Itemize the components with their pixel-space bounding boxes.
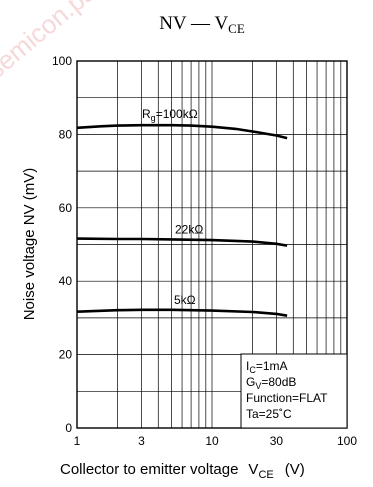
series-labels: Rg=100kΩ 22kΩ 5kΩ — [142, 107, 203, 307]
series-line — [76, 308, 288, 317]
series-label: 5kΩ — [174, 293, 196, 307]
x-axis-label-symbol: V — [248, 461, 258, 478]
condition-line: Function=FLAT — [246, 391, 328, 405]
chart-title-subscript: CE — [228, 21, 245, 36]
conditions-box — [240, 353, 348, 429]
y-tick-label: 80 — [59, 127, 73, 141]
x-axis-label-subscript: CE — [258, 469, 273, 481]
condition-line: GV=80dB — [246, 375, 296, 391]
chart-title: NV — VCE — [159, 13, 245, 36]
x-axis-label-text: Collector to emitter voltage — [60, 461, 238, 478]
condition-line: IC=1mA — [246, 359, 288, 375]
x-tick-label: 1 — [74, 434, 81, 448]
series-lines — [76, 123, 288, 317]
x-axis-label: Collector to emitter voltage VCE (V) — [60, 461, 305, 481]
x-axis-label-unit: (V) — [285, 461, 305, 478]
x-tick-label: 3 — [138, 434, 145, 448]
y-tick-label: 40 — [59, 274, 73, 288]
x-tick-label: 10 — [205, 434, 219, 448]
series-label: Rg=100kΩ — [142, 107, 198, 123]
x-tick-label: 100 — [337, 434, 357, 448]
x-tick-label: 30 — [270, 434, 284, 448]
watermark-text: semicon.pa — [0, 0, 102, 85]
plot-frame — [76, 60, 348, 429]
chart-title-main: NV — V — [159, 13, 228, 34]
y-tick-label: 0 — [65, 421, 72, 435]
series-line — [76, 123, 288, 140]
y-tick-label: 100 — [52, 54, 72, 68]
series-label: 22kΩ — [175, 222, 203, 236]
condition-line: Ta=25˚C — [246, 407, 292, 421]
series-line — [76, 237, 288, 247]
y-axis-label: Noise voltage NV (mV) — [21, 168, 38, 321]
y-tick-label: 20 — [59, 348, 73, 362]
axis-ticks: 0 20 40 60 80 100 1 3 10 30 100 — [52, 54, 357, 448]
y-tick-label: 60 — [59, 201, 73, 215]
